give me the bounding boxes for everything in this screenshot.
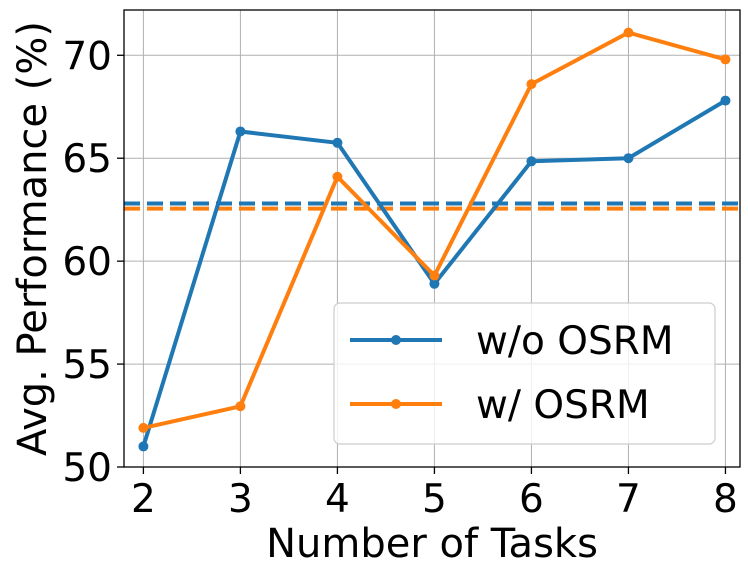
data-point-series-1: [235, 401, 246, 412]
y-tick-label: 60: [62, 240, 112, 285]
data-point-series-0: [138, 441, 149, 452]
x-tick-label: 5: [422, 477, 447, 522]
data-point-series-1: [332, 171, 343, 182]
x-tick-label: 3: [228, 477, 253, 522]
data-point-series-0: [429, 278, 440, 289]
x-tick-label: 8: [713, 477, 738, 522]
x-axis-ticks: 2 3 4 5 6 7 8: [131, 467, 738, 522]
x-axis-title: Number of Tasks: [266, 521, 598, 567]
data-point-series-1: [429, 270, 440, 281]
data-point-series-0: [526, 156, 537, 167]
data-point-series-0: [235, 126, 246, 137]
y-axis-title: Avg. Performance (%): [10, 21, 56, 456]
data-point-series-1: [526, 79, 537, 90]
x-tick-label: 4: [325, 477, 350, 522]
plot-frame: [123, 9, 741, 468]
data-point-series-1: [720, 54, 731, 65]
data-point-series-1: [623, 27, 634, 38]
y-tick-label: 65: [62, 137, 112, 182]
data-point-series-0: [623, 153, 634, 164]
data-point-series-0: [332, 137, 343, 148]
y-tick-label: 70: [62, 34, 112, 79]
y-tick-label: 55: [62, 343, 112, 388]
y-tick-label: 50: [62, 446, 112, 491]
x-tick-label: 6: [519, 477, 544, 522]
legend-label-with-osrm: w/ OSRM: [476, 383, 650, 428]
data-point-series-0: [720, 95, 731, 106]
data-point-series-1: [138, 422, 149, 433]
legend: w/o OSRM w/ OSRM: [333, 302, 716, 445]
series-lines: [138, 27, 731, 452]
x-tick-label: 2: [131, 477, 156, 522]
average-lines: [124, 201, 740, 211]
legend-marker-with-osrm: [391, 399, 401, 409]
legend-marker-without-osrm: [391, 335, 401, 345]
x-tick-label: 7: [616, 477, 641, 522]
y-axis-ticks: 50 55 60 65 70: [62, 34, 124, 491]
legend-label-without-osrm: w/o OSRM: [476, 319, 674, 364]
